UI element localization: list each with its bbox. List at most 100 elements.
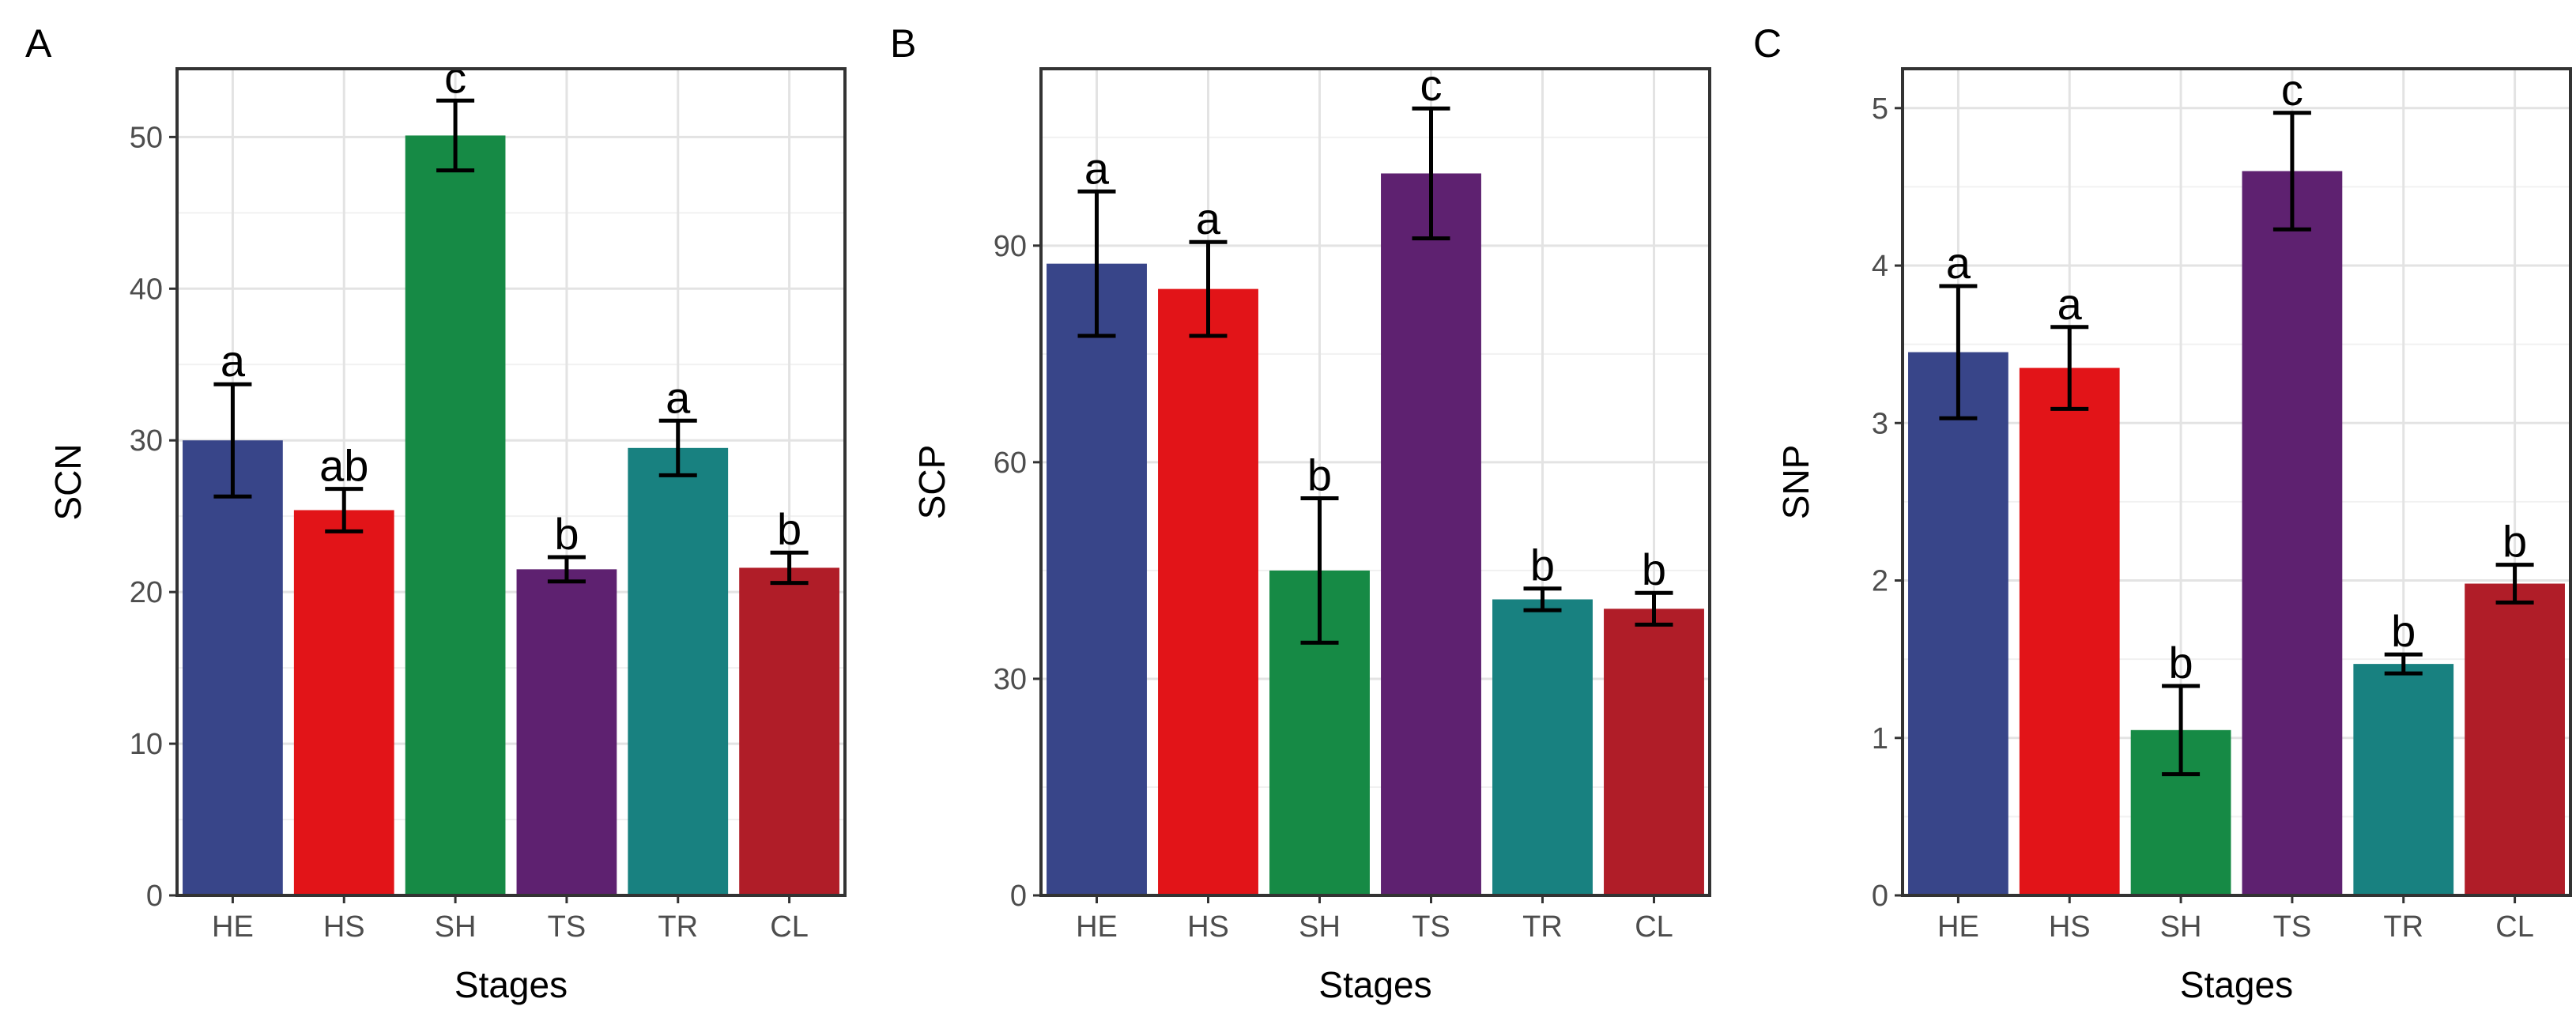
bar-hs [2019,367,2120,895]
error-bar-tr [1523,586,1562,612]
y-tick-label: 0 [1872,880,1888,913]
bar-cl [1604,609,1704,895]
bar-ts [2242,171,2343,895]
significance-label: a [221,336,246,386]
error-bar-ts [1412,106,1450,241]
x-tick-label: HE [1076,910,1118,944]
error-bar-sh [2162,684,2201,777]
significance-label: a [1084,143,1110,193]
x-tick-label: HS [323,910,365,944]
panel-letter: B [890,21,916,66]
significance-label: a [666,372,691,422]
bar-he [1908,352,2008,896]
bar-tr [628,447,729,895]
significance-label: b [1307,450,1332,500]
y-tick-label: 4 [1872,250,1888,283]
x-tick-label: HE [212,910,254,944]
error-bar-ts [2272,111,2311,232]
x-tick-label: TS [548,910,586,944]
x-tick-label: TR [1522,910,1563,944]
error-bar-cl [1635,590,1673,627]
y-axis-title: SCN [47,443,89,520]
bar-he [1047,263,1147,895]
y-tick-label: 10 [130,728,163,761]
y-tick-label: 20 [130,576,163,609]
x-tick-label: CL [1635,910,1673,944]
y-tick-label: 50 [130,121,163,154]
y-tick-label: 40 [130,273,163,306]
x-axis-title: Stages [454,964,568,1005]
error-bar-tr [2384,652,2423,676]
y-tick-label: 60 [994,447,1027,480]
y-tick-label: 2 [1872,565,1888,598]
significance-label: a [2057,279,2083,329]
error-bar-cl [2495,563,2534,605]
significance-label: b [1642,545,1666,594]
error-bar-he [1939,284,1978,420]
x-tick-label: TR [2383,910,2423,944]
y-axis-title: SNP [1775,445,1816,520]
significance-label: b [2502,517,2527,567]
significance-label: b [554,509,579,559]
significance-label: b [2391,606,2416,656]
error-bar-ts [547,555,586,584]
significance-label: b [777,504,801,554]
significance-label: c [2281,65,2303,115]
x-tick-label: TS [1412,910,1450,944]
x-tick-label: TR [658,910,698,944]
x-axis-title: Stages [1318,964,1431,1005]
y-tick-label: 30 [130,424,163,458]
bar-hs [1158,288,1258,896]
significance-label: c [444,52,466,102]
panel-c: a a b c b b 0 1 2 3 4 5 HE HS SH TS TR CL Stages SNP C [1753,21,2572,1005]
y-axis-title: SCP [911,445,952,520]
x-tick-label: SH [1299,910,1341,944]
x-tick-label: HS [2049,910,2091,944]
x-tick-label: HS [1187,910,1229,944]
bar-hs [293,510,394,895]
bar-he [183,440,283,895]
bar-ts [1381,173,1481,895]
bar-cl [2465,583,2565,895]
significance-label: a [1196,194,1221,243]
significance-label: b [1530,541,1555,590]
x-tick-label: TS [2273,910,2312,944]
bar-sh [405,135,506,896]
error-bar-he [213,382,252,499]
error-bar-sh [1300,496,1339,645]
y-tick-label: 5 [1872,92,1888,126]
y-tick-label: 90 [994,230,1027,263]
y-tick-label: 30 [994,663,1027,696]
bar-cl [739,567,839,895]
significance-label: ab [319,441,368,491]
panel-border [175,67,847,897]
bar-tr [1492,599,1593,895]
x-tick-label: SH [2160,910,2202,944]
y-tick-label: 0 [1010,880,1027,913]
bar-tr [2353,664,2454,895]
bar-ts [516,569,617,895]
y-tick-label: 1 [1872,722,1888,756]
error-bar-he [1077,189,1116,338]
x-tick-label: CL [770,910,809,944]
panel-border [1901,67,2572,897]
panel-letter: A [25,21,52,66]
significance-label: b [2169,638,2193,688]
error-bar-sh [436,98,475,173]
significance-label: a [1946,238,1971,288]
error-bar-hs [325,487,364,533]
error-bar-hs [2050,325,2089,411]
x-tick-label: HE [1937,910,1979,944]
x-axis-title: Stages [2180,964,2293,1005]
x-tick-label: SH [435,910,477,944]
error-bar-cl [770,550,809,586]
y-tick-label: 3 [1872,407,1888,440]
error-bar-hs [1189,239,1228,338]
error-bar-tr [658,418,697,477]
x-tick-label: CL [2495,910,2534,944]
panel-border [1039,67,1711,897]
panel-letter: C [1753,21,1782,66]
